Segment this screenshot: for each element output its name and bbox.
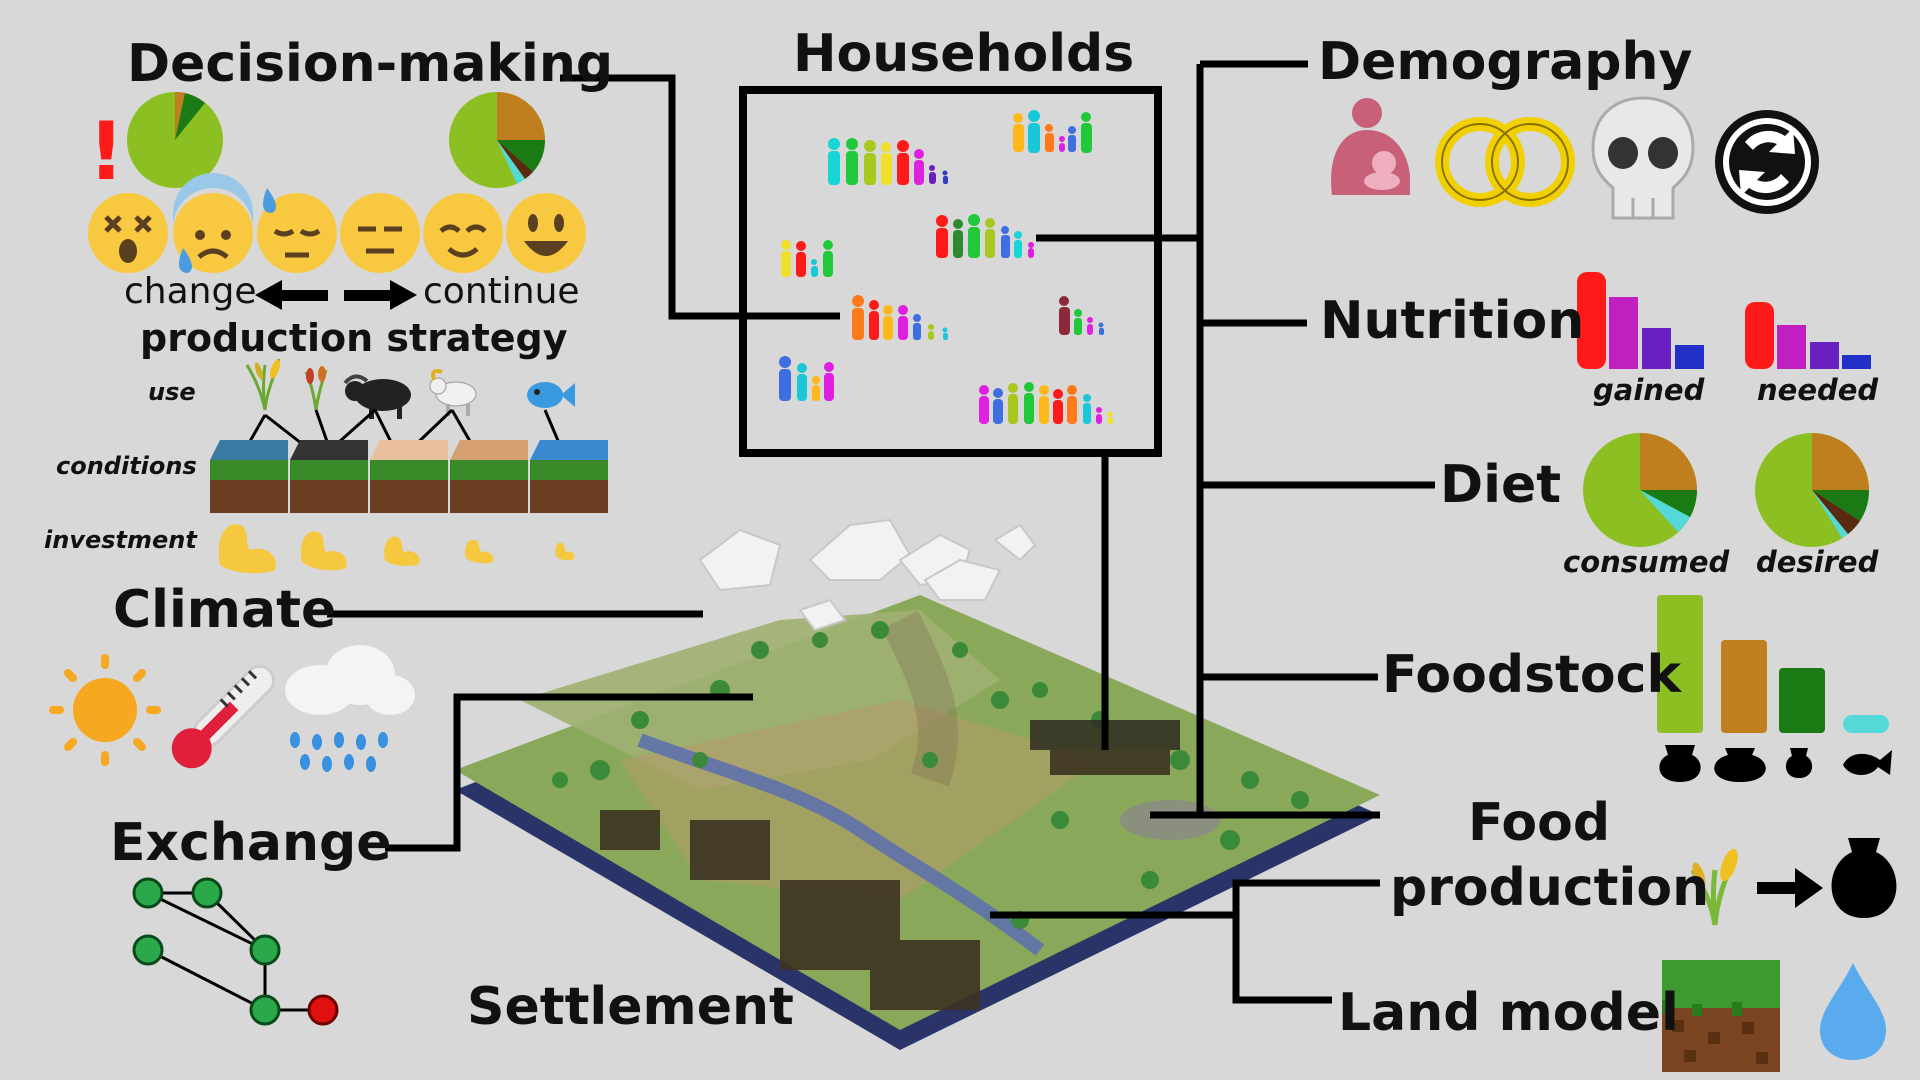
- continue-label: continue: [423, 271, 580, 312]
- breastfeeding-icon: [1331, 98, 1410, 195]
- grain-icon: [245, 358, 281, 411]
- decision-making-title: Decision-making: [127, 34, 614, 94]
- food-production-grain-icon: [1690, 848, 1738, 926]
- foodstock-pots: [1659, 745, 1892, 782]
- water-drop-icon: [1820, 963, 1886, 1060]
- sun-icon: [49, 654, 161, 766]
- production-arrow: [1757, 868, 1823, 908]
- expressionless-face-icon: [340, 193, 420, 273]
- sorghum-icon: [304, 366, 328, 411]
- relieved-face-icon: [423, 193, 503, 273]
- downcast-sweat-face-icon: [257, 188, 337, 273]
- diet-desired-label: desired: [1756, 545, 1879, 579]
- rings-icon: [1435, 117, 1575, 207]
- nutrition-gained-bars: [1577, 272, 1704, 369]
- landscape-terrain: [455, 595, 1380, 1050]
- exchange-title: Exchange: [110, 813, 392, 873]
- conditions-label: conditions: [56, 452, 197, 480]
- food-production-title-line1: Food: [1468, 793, 1611, 853]
- decision-pie-change: [127, 91, 223, 188]
- stress-emoji-row: [88, 173, 586, 273]
- muscle-icon-5: [555, 542, 575, 561]
- exchange-network: [132, 877, 339, 1026]
- muscle-icon-2: [300, 531, 347, 571]
- decision-pie-continue: [449, 92, 546, 188]
- diet-pie-consumed: [1583, 433, 1697, 547]
- nutrition-title: Nutrition: [1320, 291, 1585, 351]
- goat-icon: [429, 369, 477, 416]
- investment-label: investment: [44, 526, 197, 554]
- fish-icon: [527, 382, 575, 408]
- foodstock-bars: [1657, 595, 1889, 733]
- smiling-face-icon: [506, 193, 586, 273]
- foodstock-title: Foodstock: [1382, 645, 1682, 705]
- muscle-icons: [218, 524, 575, 574]
- climate-title: Climate: [113, 580, 337, 640]
- food-production-title-line2: production: [1390, 858, 1710, 918]
- buffalo-icon: [343, 374, 411, 419]
- anxious-face-icon: [173, 173, 253, 273]
- demography-title: Demography: [1318, 32, 1693, 92]
- connector-lines: [327, 60, 1435, 1004]
- household-people: [779, 110, 1113, 424]
- nutrition-gained-label: gained: [1593, 373, 1705, 407]
- production-strategy-label: production strategy: [140, 316, 568, 360]
- diet-pie-desired: [1755, 433, 1870, 547]
- settlement-title: Settlement: [467, 977, 794, 1037]
- use-label: use: [148, 378, 196, 406]
- thermometer-icon: [171, 664, 276, 769]
- nutrition-needed-bars: [1745, 302, 1871, 369]
- muscle-icon-4: [465, 539, 494, 564]
- soil-block-icon: [1662, 960, 1780, 1072]
- land-model-title: Land model: [1338, 983, 1679, 1043]
- diet-title: Diet: [1440, 455, 1562, 515]
- condition-blocks: [210, 440, 608, 513]
- dizzy-face-icon: [88, 193, 168, 273]
- alert-exclamation: !: [88, 105, 125, 198]
- cycle-icon: [1715, 110, 1819, 214]
- pot-icon: [1831, 838, 1897, 918]
- diet-consumed-label: consumed: [1563, 545, 1730, 579]
- nutrition-needed-label: needed: [1757, 373, 1879, 407]
- change-continue-arrows: [255, 280, 417, 310]
- rain-cloud-icon: [285, 645, 415, 772]
- skull-icon: [1591, 96, 1695, 220]
- households-title: Households: [793, 24, 1135, 84]
- muscle-icon-3: [384, 536, 420, 566]
- clouds: [698, 518, 1037, 632]
- muscle-icon-1: [218, 524, 276, 574]
- change-label: change: [124, 271, 257, 312]
